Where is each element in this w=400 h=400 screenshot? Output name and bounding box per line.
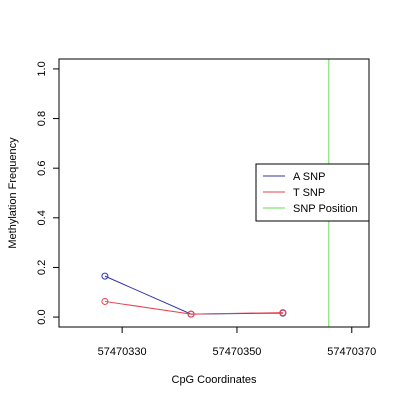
legend-label-a-snp: A SNP (293, 171, 325, 183)
y-tick-label: 0.4 (36, 210, 48, 225)
legend-item-snp-position: SNP Position (263, 203, 358, 215)
x-axis-title: CpG Coordinates (172, 374, 257, 386)
data-point-a-snp (101, 272, 109, 280)
y-tick-label: 0.6 (36, 161, 48, 176)
y-tick-label: 0.8 (36, 111, 48, 126)
y-tick-label: 1.0 (36, 61, 48, 76)
x-tick-label: 57470350 (212, 346, 261, 358)
data-point-t-snp (279, 309, 287, 317)
y-tick-label: 0.2 (36, 260, 48, 275)
legend-label-t-snp: T SNP (293, 187, 325, 199)
x-axis: 57470330 57470350 57470370 (98, 327, 376, 358)
series-line-t-snp (104, 300, 283, 315)
y-tick-label: 0.0 (36, 309, 48, 324)
legend-item-a-snp: A SNP (263, 171, 325, 183)
x-tick-label: 57470370 (327, 346, 376, 358)
legend-item-t-snp: T SNP (263, 187, 325, 199)
y-axis: 0.0 0.2 0.4 0.6 0.8 1.0 (36, 61, 59, 325)
series-layer (101, 272, 287, 318)
y-axis-title: Methylation Frequency (7, 137, 19, 249)
data-point-t-snp (187, 310, 195, 318)
data-point-t-snp (101, 297, 109, 305)
x-tick-label: 57470330 (98, 346, 147, 358)
legend: A SNP T SNP SNP Position (255, 163, 370, 222)
legend-label-snp-position: SNP Position (293, 203, 358, 215)
